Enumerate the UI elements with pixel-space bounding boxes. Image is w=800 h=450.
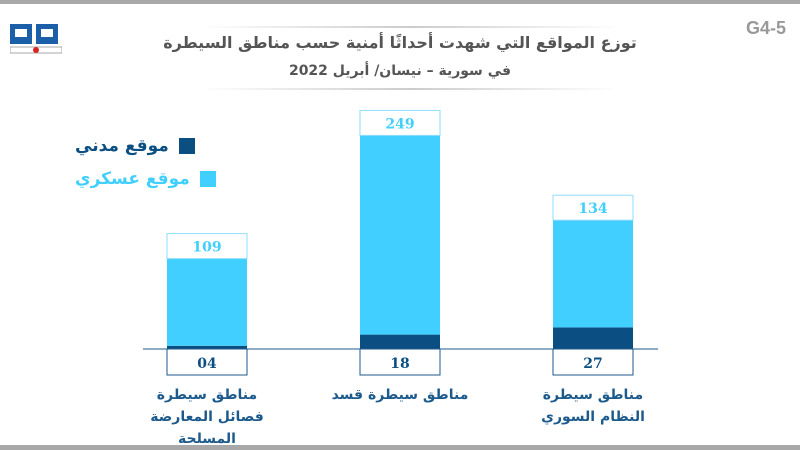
legend-swatch-military <box>199 171 216 187</box>
bar-civil <box>167 345 247 349</box>
bar-civil <box>553 327 633 349</box>
category-label: مناطق سيطرة النظام السوري <box>541 387 645 425</box>
legend-label: موقع عسكري <box>75 169 190 189</box>
value-box-military <box>552 194 634 221</box>
bar-military <box>360 135 440 335</box>
bar-civil <box>360 334 440 349</box>
legend-label: موقع مدني <box>75 136 169 156</box>
title-divider <box>200 26 620 28</box>
category-label: مناطق سيطرة قسد <box>331 387 469 403</box>
legend-civil: موقع مدني <box>75 136 195 156</box>
value-box-military <box>166 233 248 260</box>
bottom-strip <box>0 445 800 450</box>
observatory-logo <box>10 24 62 54</box>
legend-military: موقع عسكري <box>75 169 216 189</box>
value-box-civil <box>552 348 634 376</box>
figure-code: G4-5 <box>745 18 786 38</box>
value-box-military <box>359 109 441 136</box>
value-label-civil: 18 <box>390 356 409 372</box>
top-strip <box>0 0 800 4</box>
legend-swatch-civil <box>178 138 195 154</box>
value-box-civil <box>359 348 441 376</box>
bar-military <box>553 220 633 328</box>
value-label-military: 249 <box>385 116 414 132</box>
bar-military <box>167 258 247 346</box>
title-divider-bottom <box>200 88 620 90</box>
value-label-military: 134 <box>578 201 607 217</box>
value-label-military: 109 <box>192 240 221 256</box>
value-label-civil: 04 <box>197 356 217 372</box>
value-label-civil: 27 <box>583 356 602 372</box>
chart-subtitle: في سورية – نيسان/ أبريل 2022 <box>288 63 512 79</box>
chart-title: توزع المواقع التي شهدت أحداثًا أمنية حسب… <box>163 33 637 52</box>
value-box-civil <box>166 348 248 376</box>
category-label: مناطق سيطرة فصائل المعارضة المسلحة <box>150 387 264 447</box>
